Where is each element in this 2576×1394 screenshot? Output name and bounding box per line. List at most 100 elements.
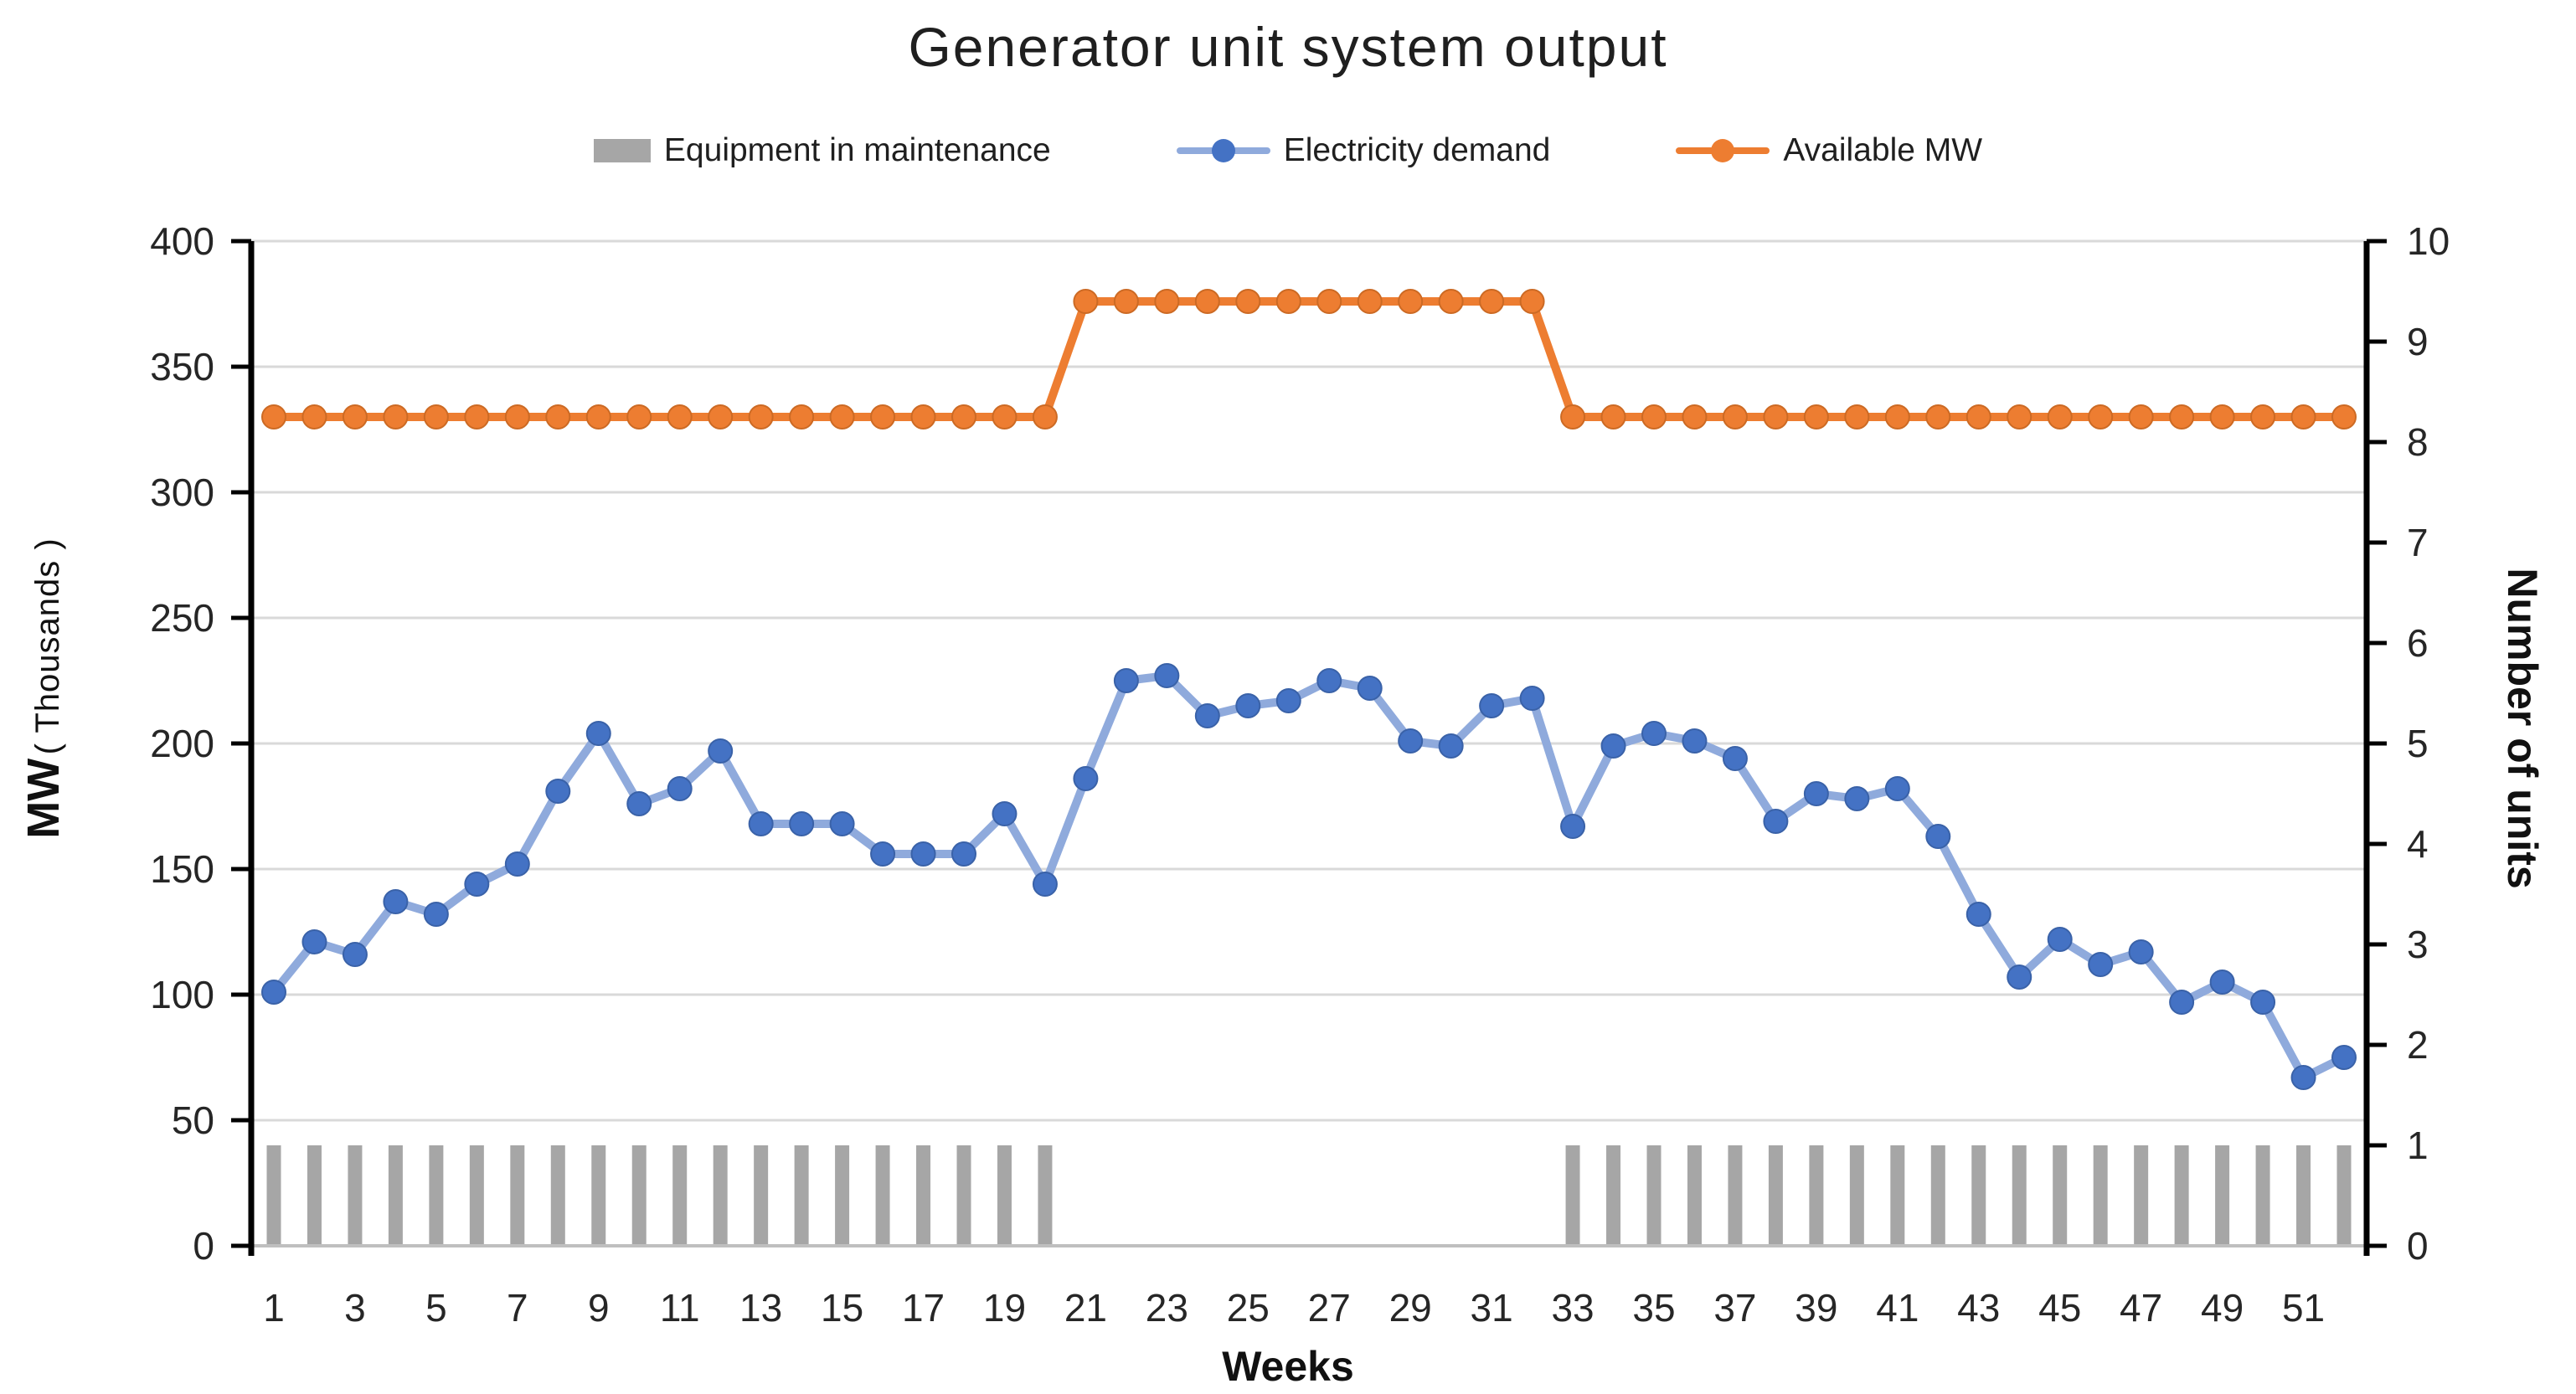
maintenance-bar: [510, 1145, 525, 1246]
x-axis-tick-label: 19: [983, 1286, 1026, 1330]
x-axis-title: Weeks: [1222, 1343, 1354, 1390]
available-mw-point: [1398, 289, 1424, 314]
available-mw-point: [951, 404, 976, 430]
electricity-demand-point: [1235, 693, 1261, 718]
x-axis-tick-label: 39: [1795, 1286, 1837, 1330]
available-mw-point: [708, 404, 734, 430]
x-axis-tick-label: 47: [2120, 1286, 2162, 1330]
x-axis-tick-label: 43: [1957, 1286, 2000, 1330]
left-axis-tick-label: 400: [150, 219, 214, 263]
electricity-demand-point: [1154, 663, 1180, 688]
left-axis-tick-label: 0: [193, 1224, 214, 1268]
electricity-demand-point: [1398, 728, 1424, 754]
electricity-demand-point: [1073, 766, 1099, 791]
right-axis-tick-label: 3: [2407, 923, 2429, 966]
right-axis-tick-label: 5: [2407, 722, 2429, 765]
available-mw-point: [870, 404, 896, 430]
electricity-demand-point: [1803, 781, 1829, 806]
maintenance-bar: [835, 1145, 850, 1246]
maintenance-bar: [2336, 1145, 2352, 1246]
electricity-demand-point: [1438, 733, 1464, 759]
left-axis-title: MW ( Thousands ): [18, 538, 70, 838]
maintenance-bar: [875, 1145, 890, 1246]
available-mw-point: [1438, 289, 1464, 314]
right-axis-tick-label: 9: [2407, 320, 2429, 363]
available-mw-point: [1560, 404, 1586, 430]
maintenance-bar: [266, 1145, 281, 1246]
right-axis-tick-label: 8: [2407, 420, 2429, 464]
electricity-demand-point: [2331, 1045, 2357, 1070]
electricity-demand-point: [1275, 688, 1301, 713]
available-mw-point: [1965, 404, 1991, 430]
available-mw-point: [585, 404, 611, 430]
maintenance-bar: [469, 1145, 484, 1246]
available-mw-point: [2047, 404, 2073, 430]
maintenance-bar: [1646, 1145, 1662, 1246]
electricity-demand-point: [504, 851, 530, 877]
maintenance-bar: [956, 1145, 971, 1246]
electricity-demand-point: [423, 902, 449, 927]
electricity-demand-point: [910, 841, 936, 867]
electricity-demand-point: [1763, 809, 1789, 834]
maintenance-bar: [429, 1145, 444, 1246]
available-mw-point: [789, 404, 815, 430]
available-mw-line: [274, 297, 2344, 421]
chart-title: Generator unit system output: [908, 16, 1668, 78]
available-mw-point: [1803, 404, 1829, 430]
electricity-demand-point: [2209, 970, 2235, 995]
maintenance-bar: [307, 1145, 322, 1246]
x-axis-tick-label: 25: [1227, 1286, 1270, 1330]
available-mw-point: [910, 404, 936, 430]
available-mw-point: [2007, 404, 2032, 430]
x-axis-tick-label: 13: [739, 1286, 782, 1330]
legend-item-demand: Electricity demand: [1176, 132, 1551, 169]
available-mw-point: [301, 404, 327, 430]
x-axis-tick-label: 51: [2282, 1286, 2325, 1330]
available-mw-point: [423, 404, 449, 430]
x-axis-tick-label: 49: [2201, 1286, 2244, 1330]
right-axis-tick-label: 7: [2407, 521, 2429, 564]
maintenance-bar: [916, 1145, 931, 1246]
left-axis-tick-label: 300: [150, 471, 214, 514]
right-axis-title: Number of units: [2499, 568, 2546, 889]
x-axis-tick-label: 37: [1713, 1286, 1756, 1330]
x-axis-tick-label: 27: [1308, 1286, 1351, 1330]
available-mw-point: [1682, 404, 1708, 430]
legend-label-demand: Electricity demand: [1283, 132, 1551, 168]
available-swatch-icon: [1676, 138, 1770, 163]
electricity-demand-point: [301, 929, 327, 954]
electricity-demand-point: [2250, 990, 2276, 1015]
maintenance-bar: [591, 1145, 606, 1246]
electricity-demand-point: [1844, 786, 1870, 811]
maintenance-bar: [1038, 1145, 1053, 1246]
maintenance-bar: [631, 1145, 647, 1246]
available-mw-point: [992, 404, 1018, 430]
electricity-demand-point: [383, 889, 409, 914]
electricity-demand-point: [2128, 939, 2154, 964]
maintenance-bar: [2296, 1145, 2311, 1246]
x-axis-tick-label: 21: [1064, 1286, 1107, 1330]
electricity-demand-line: [270, 671, 2347, 1082]
x-axis-tick-label: 45: [2038, 1286, 2081, 1330]
electricity-demand-point: [708, 738, 734, 764]
available-mw-point: [829, 404, 855, 430]
x-axis-tick-label: 9: [588, 1286, 610, 1330]
maintenance-bar: [1565, 1145, 1580, 1246]
electricity-demand-point: [1032, 872, 1058, 897]
maintenance-bar: [713, 1145, 728, 1246]
electricity-demand-point: [789, 811, 815, 836]
available-mw-point: [1519, 289, 1545, 314]
available-mw-point: [2209, 404, 2235, 430]
available-mw-point: [1722, 404, 1748, 430]
electricity-demand-point: [2007, 964, 2032, 990]
maintenance-bar: [1930, 1145, 1945, 1246]
electricity-demand-point: [1560, 814, 1586, 839]
right-axis-tick-label: 1: [2407, 1124, 2429, 1167]
available-mw-point: [1600, 404, 1626, 430]
electricity-demand-point: [1722, 746, 1748, 771]
maintenance-bar: [1728, 1145, 1743, 1246]
left-axis-tick-label: 150: [150, 847, 214, 891]
right-axis-tick-label: 0: [2407, 1224, 2429, 1268]
legend: Equipment in maintenance Electricity dem…: [0, 132, 2576, 169]
electricity-demand-point: [626, 791, 652, 816]
